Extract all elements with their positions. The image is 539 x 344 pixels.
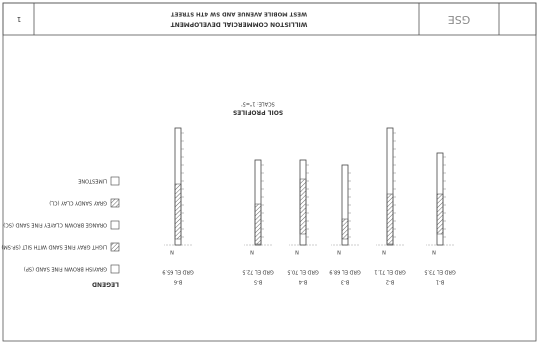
legend-swatch <box>111 199 119 207</box>
boring-stratum <box>342 219 348 239</box>
boring-label: B-5 <box>254 279 262 285</box>
boring-label: B-4 <box>299 279 307 285</box>
profile-title: SOIL PROFILES <box>233 109 283 116</box>
boring-stratum <box>437 194 443 234</box>
boring-label: B-1 <box>436 279 444 285</box>
n-label: N <box>295 249 299 255</box>
legend-item: GRAYISH BROWN FINE SAND (SP) <box>24 266 107 272</box>
boring-label: B-3 <box>341 279 349 285</box>
legend-swatch <box>111 221 119 229</box>
legend-swatch <box>111 243 119 251</box>
location: WEST MOBILE AVENUE AND SW 4TH STREET <box>171 11 307 17</box>
boring-stratum <box>255 204 261 244</box>
boring-label: B-6 <box>174 279 182 285</box>
n-label: N <box>382 249 386 255</box>
legend-item: GRAY SANDY CLAY (CL) <box>49 200 107 206</box>
boring-stratum <box>387 194 393 244</box>
legend-item: LIGHT GRAY FINE SAND WITH SILT (SP-SM) <box>1 244 107 250</box>
profile-scale: SCALE: 1"=5' <box>241 101 275 107</box>
legend-item: LIMESTONE <box>78 178 107 184</box>
legend-item: ORANGE BROWN CLAYEY FINE SAND (SC) <box>3 222 107 228</box>
boring-elevation: GRD EL 65.9 <box>162 269 193 275</box>
legend-swatch <box>111 177 119 185</box>
project: WILLISTON COMMERCIAL DEVELOPMENT <box>170 21 308 28</box>
border <box>3 3 536 341</box>
company-logo: GSE <box>448 13 471 26</box>
sheet: WILLISTON COMMERCIAL DEVELOPMENT WEST MO… <box>1 3 536 341</box>
n-label: N <box>170 249 174 255</box>
boring-stratum <box>300 179 306 234</box>
boring-elevation: GRD EL 73.5 <box>424 269 455 275</box>
boring-elevation: GRD EL 71.1 <box>374 269 405 275</box>
boring-elevation: GRD EL 68.9 <box>329 269 360 275</box>
legend-title: LEGEND <box>92 281 119 288</box>
n-label: N <box>337 249 341 255</box>
n-label: N <box>250 249 254 255</box>
sheet-number: 1 <box>17 15 21 23</box>
legend-swatch <box>111 265 119 273</box>
boring-elevation: GRD EL 72.5 <box>242 269 273 275</box>
boring-elevation: GRD EL 70.5 <box>287 269 318 275</box>
n-label: N <box>432 249 436 255</box>
drawing: WILLISTON COMMERCIAL DEVELOPMENT WEST MO… <box>0 0 539 344</box>
boring-stratum <box>175 184 181 239</box>
boring-label: B-2 <box>386 279 394 285</box>
